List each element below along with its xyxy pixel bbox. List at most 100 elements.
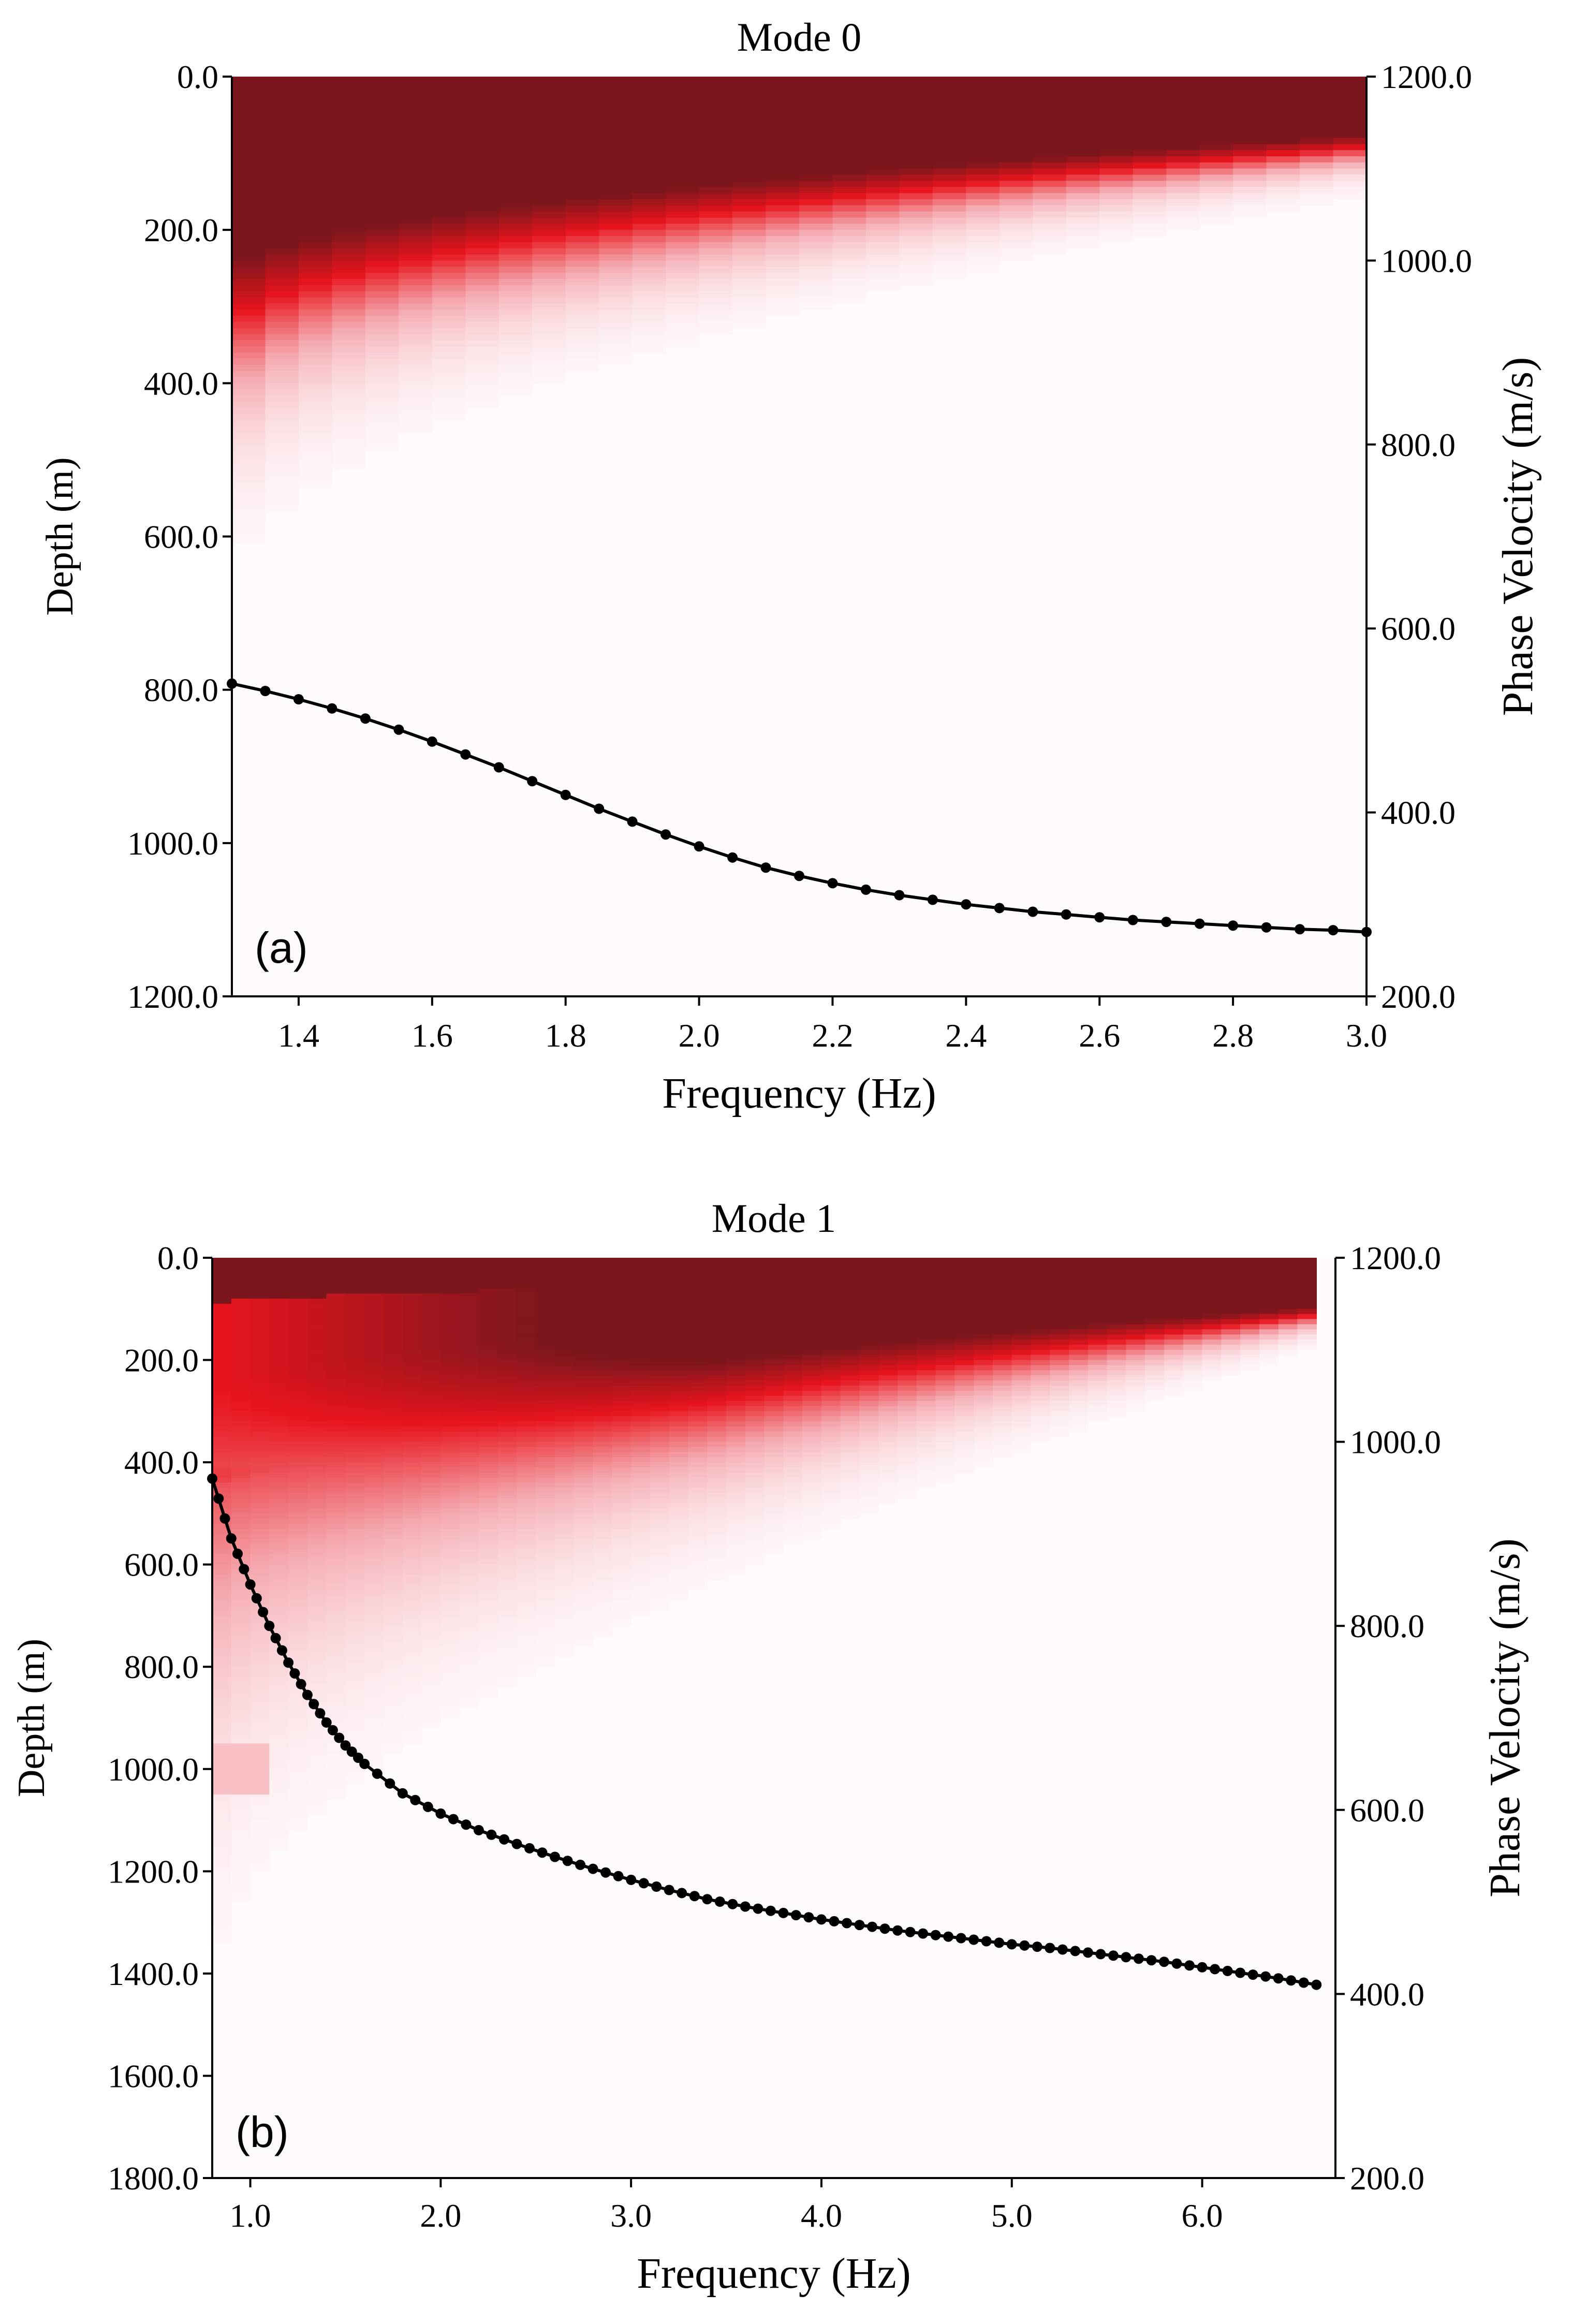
heatmap-cell (992, 1340, 1012, 1345)
heatmap-cell (1199, 150, 1233, 157)
heatmap-cell (364, 1763, 384, 1770)
heatmap-cell (232, 310, 266, 316)
heatmap-cell (766, 138, 800, 145)
heatmap-cell (517, 1528, 537, 1535)
heatmap-cell (399, 291, 433, 298)
heatmap-cell (865, 217, 900, 225)
heatmap-cell (565, 168, 599, 175)
heatmap-cell (840, 1370, 860, 1376)
heatmap-cell (384, 1723, 403, 1729)
heatmap-cell (745, 1493, 765, 1499)
heatmap-cell (593, 1303, 613, 1310)
heatmap-cell (669, 1442, 689, 1448)
heatmap-cell (212, 1590, 232, 1596)
heatmap-cell (517, 1385, 537, 1391)
heatmap-cell (326, 1482, 346, 1489)
heatmap-cell (440, 1585, 460, 1591)
heatmap-cell (517, 1477, 537, 1483)
heatmap-cell (326, 1697, 346, 1703)
heatmap-cell (631, 1273, 651, 1279)
heatmap-cell (1107, 1314, 1127, 1320)
heatmap-cell (345, 1498, 365, 1504)
heatmap-cell (555, 1523, 575, 1529)
heatmap-cell (612, 1334, 631, 1340)
heatmap-cell (821, 1340, 841, 1345)
heatmap-cell (440, 1477, 460, 1483)
heatmap-cell (1031, 1360, 1051, 1366)
heatmap-cell (859, 1308, 879, 1315)
heatmap-cell (865, 162, 900, 169)
heatmap-cell (699, 316, 733, 322)
heatmap-cell (992, 1401, 1012, 1407)
heatmap-cell (288, 1626, 308, 1631)
heatmap-cell (536, 1488, 555, 1494)
heatmap-cell (783, 1349, 803, 1356)
heatmap-cell (1099, 205, 1134, 212)
heatmap-cell (1011, 1299, 1032, 1304)
heatmap-cell (432, 352, 466, 359)
dispersion-point (594, 803, 605, 814)
heatmap-cell (1300, 174, 1334, 182)
heatmap-cell (650, 1401, 670, 1407)
heatmap-cell (265, 364, 299, 372)
heatmap-cell (432, 321, 466, 329)
heatmap-cell (402, 1641, 422, 1647)
heatmap-cell (421, 1401, 442, 1407)
heatmap-cell (497, 1580, 518, 1585)
heatmap-cell (1145, 1262, 1165, 1269)
heatmap-cell (1183, 1268, 1203, 1274)
heatmap-cell (269, 1518, 289, 1524)
heatmap-cell (726, 1349, 746, 1356)
heatmap-cell (745, 1534, 765, 1540)
heatmap-cell (478, 1621, 498, 1626)
heatmap-cell (802, 1375, 822, 1381)
heatmap-cell (460, 1334, 479, 1340)
heatmap-cell (599, 352, 633, 359)
heatmap-cell (212, 1303, 232, 1310)
heatmap-cell (1066, 181, 1100, 188)
heatmap-cell (799, 217, 833, 225)
heatmap-cell (832, 89, 866, 96)
heatmap-cell (859, 1375, 879, 1381)
heatmap-cell (250, 1539, 270, 1545)
heatmap-cell (432, 377, 466, 384)
heatmap-cell (669, 1482, 689, 1489)
heatmap-cell (364, 1748, 384, 1754)
heatmap-cell (688, 1385, 708, 1391)
heatmap-cell (421, 1385, 442, 1391)
heatmap-cell (231, 1861, 251, 1867)
heatmap-cell (1066, 113, 1100, 120)
heatmap-cell (878, 1498, 898, 1504)
heatmap-cell (212, 1641, 232, 1647)
heatmap-cell (707, 1498, 727, 1504)
heatmap-cell (421, 1539, 442, 1545)
heatmap-cell (726, 1401, 746, 1407)
heatmap-cell (966, 138, 1000, 145)
heatmap-cell (307, 1585, 327, 1591)
heatmap-cell (840, 1436, 860, 1443)
heatmap-cell (783, 1278, 803, 1284)
heatmap-cell (954, 1288, 974, 1294)
heatmap-cell (212, 1340, 232, 1345)
heatmap-cell (432, 193, 466, 200)
heatmap-cell (726, 1431, 746, 1437)
heatmap-cell (536, 1575, 555, 1581)
heatmap-cell (332, 131, 366, 139)
heatmap-cell (269, 1769, 289, 1775)
heatmap-cell (766, 131, 800, 139)
heatmap-cell (326, 1621, 346, 1626)
heatmap-cell (250, 1360, 270, 1366)
heatmap-cell (802, 1416, 822, 1422)
heatmap-cell (345, 1299, 365, 1304)
heatmap-cell (532, 174, 566, 182)
heatmap-cell (460, 1672, 479, 1678)
heatmap-cell (288, 1288, 308, 1294)
heatmap-cell (974, 1329, 993, 1335)
heatmap-cell (250, 1493, 270, 1499)
heatmap-cell (593, 1344, 613, 1350)
heatmap-cell (726, 1314, 746, 1320)
heatmap-cell (1133, 101, 1167, 108)
heatmap-cell (1266, 187, 1300, 194)
heatmap-cell (802, 1523, 822, 1529)
heatmap-cell (612, 1518, 631, 1524)
